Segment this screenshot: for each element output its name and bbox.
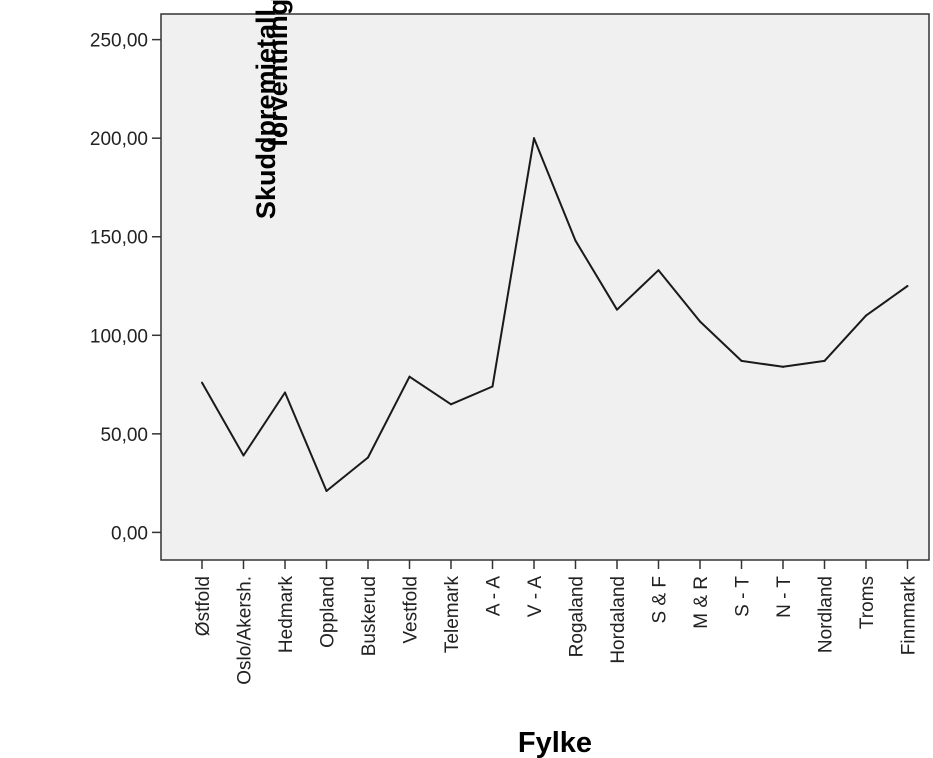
x-tick-label: Oslo/Akersh. [235, 576, 256, 685]
data-point [201, 381, 203, 384]
x-tick-label: Telemark [442, 576, 463, 654]
data-point [782, 365, 784, 368]
x-tick-label: S & F [650, 576, 671, 624]
x-tick-label: Østfold [193, 576, 214, 636]
x-tick-label: Rogaland [567, 576, 588, 657]
data-point [740, 359, 743, 362]
x-tick-label: Nordland [816, 576, 837, 653]
y-tick-label: 0,00 [111, 523, 148, 544]
x-tick-label: Oppland [318, 576, 339, 648]
data-point [657, 269, 660, 272]
x-tick-label: V - A [525, 576, 546, 618]
data-point [823, 359, 826, 362]
y-axis: 0,00 50,00 100,00 150,00 200,00 250,00 [90, 31, 161, 544]
x-tick-label: Buskerud [359, 576, 380, 656]
plot-area [160, 13, 930, 561]
x-tick-label: N - T [774, 576, 795, 618]
data-point [616, 308, 618, 311]
data-points [201, 137, 909, 493]
x-axis-title: Fylke [518, 727, 592, 758]
x-tick-label: Finnmark [899, 576, 920, 656]
x-tick-label: A - A [484, 576, 505, 616]
y-tick-label: 200,00 [90, 129, 148, 150]
y-tick-label: 250,00 [90, 31, 148, 52]
data-point [367, 456, 369, 459]
x-tick-label: Vestfold [401, 576, 422, 644]
data-point [533, 137, 535, 140]
data-point [491, 385, 494, 388]
x-tick-label: Hordaland [608, 576, 629, 664]
x-tick-label: Hedmark [276, 576, 297, 654]
data-point [699, 320, 701, 323]
y-axis-title-line-1: Skuddpremietall som % av [251, 0, 281, 219]
x-tick-label: M & R [691, 576, 712, 629]
data-point [906, 285, 909, 288]
data-point [450, 403, 452, 406]
data-point [574, 239, 577, 242]
y-tick-label: 100,00 [90, 326, 148, 347]
y-tick-label: 50,00 [100, 425, 148, 446]
data-point [408, 375, 411, 378]
series-line [201, 137, 909, 492]
x-tick-label: Troms [857, 576, 878, 629]
data-point [865, 314, 867, 317]
data-point [325, 490, 328, 493]
data-point [284, 391, 286, 394]
x-tick-label: S - T [733, 576, 754, 617]
data-point [242, 454, 245, 457]
y-axis-title-line-2: forventning [263, 0, 293, 147]
x-axis: Østfold Oslo/Akersh. Hedmark Oppland Buskeru… [193, 560, 920, 685]
y-tick-label: 150,00 [90, 228, 148, 249]
